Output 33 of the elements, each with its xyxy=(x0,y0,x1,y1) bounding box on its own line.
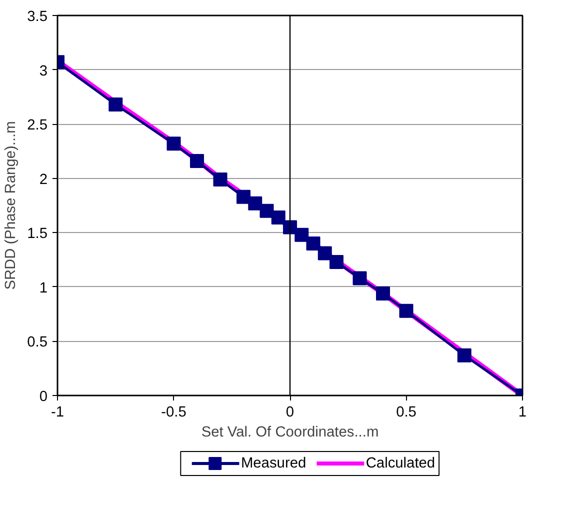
point xyxy=(352,271,367,286)
point xyxy=(399,304,414,318)
y-tick-label: 3.5 xyxy=(27,9,48,25)
point xyxy=(306,236,320,250)
y-tick-label: 0.5 xyxy=(27,334,48,351)
x-tick-label: -0.5 xyxy=(161,404,186,420)
point xyxy=(236,190,250,204)
x-tick-label: 1 xyxy=(518,404,527,420)
point xyxy=(271,210,286,224)
point xyxy=(457,348,472,362)
x-axis-title: Set Val. Of Coordinates...m xyxy=(201,424,379,440)
x-tick-label: 0.5 xyxy=(396,404,416,420)
point xyxy=(318,246,332,260)
y-tick-label: 0 xyxy=(39,389,48,405)
y-tick-label: 1 xyxy=(39,280,48,296)
point xyxy=(294,228,309,242)
point xyxy=(213,172,228,186)
legend-label: Calculated xyxy=(366,456,436,472)
y-tick-label: 2 xyxy=(39,172,48,188)
x-tick-label: 0 xyxy=(286,404,294,420)
legend-label: Measured xyxy=(240,456,306,472)
point xyxy=(190,154,204,168)
point xyxy=(108,98,123,112)
y-tick-label: 1.5 xyxy=(27,226,48,242)
point xyxy=(166,136,181,151)
point xyxy=(376,286,390,300)
y-tick-label: 2.5 xyxy=(27,118,48,134)
point xyxy=(330,254,344,269)
point xyxy=(260,204,274,218)
y-axis-title: SRDD (Phase Range)...m xyxy=(3,121,20,290)
y-tick-label: 3 xyxy=(39,63,48,80)
point xyxy=(248,196,262,210)
x-tick-label: -1 xyxy=(50,404,64,420)
